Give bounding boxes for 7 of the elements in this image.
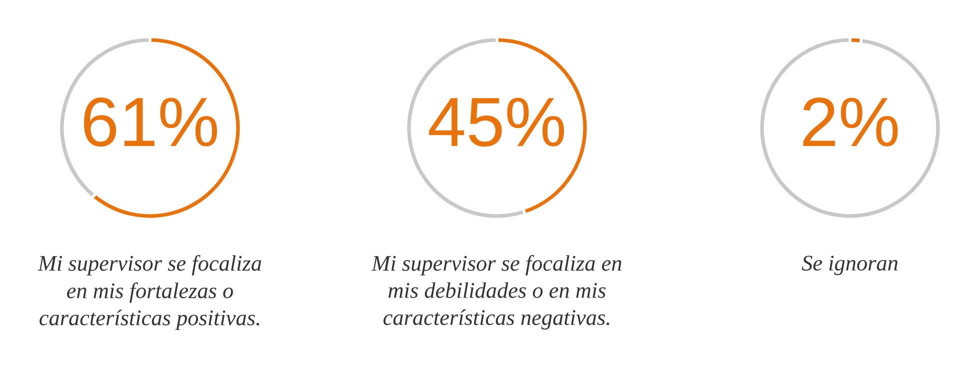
data-label: 45%: [429, 98, 564, 147]
text: Mi supervisor se focaliza en mis fortalezas o características positivas.: [38, 255, 262, 330]
donut-slice: [757, 35, 943, 221]
text: Se ignoran: [802, 256, 898, 276]
text: Mi supervisor se focaliza en mis debilidades o en mis características negativas.: [371, 255, 622, 330]
data-label: 2%: [803, 97, 898, 146]
data-label: 61%: [84, 97, 218, 147]
